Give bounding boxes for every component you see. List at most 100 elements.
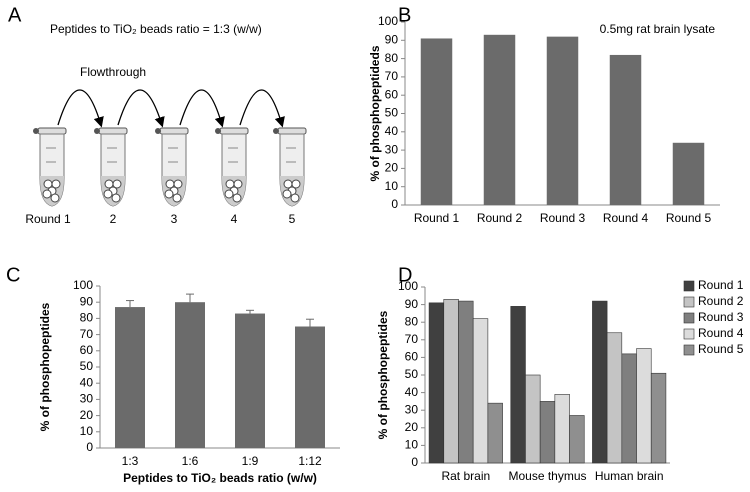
y-tick-label: 90 [80, 294, 94, 308]
bar [175, 302, 205, 448]
tube [154, 127, 189, 207]
y-tick-label: 60 [385, 87, 399, 101]
y-tick-label: 40 [80, 375, 94, 389]
y-tick-label: 40 [385, 124, 399, 138]
bar [636, 348, 652, 464]
bar [510, 306, 526, 464]
legend-label: Round 1 [698, 278, 744, 292]
bar [443, 299, 459, 464]
x-tick-label: Round 2 [477, 211, 523, 225]
y-tick-label: 10 [385, 179, 399, 193]
x-tick-label: Round 4 [603, 211, 649, 225]
bar [472, 318, 489, 464]
bar [539, 401, 556, 464]
tube [32, 127, 67, 207]
y-tick-label: 10 [80, 424, 94, 438]
legend-swatch [683, 312, 695, 324]
y-tick-label: 90 [385, 32, 399, 46]
y-axis-label: % of phosphopeptides [38, 302, 52, 431]
y-tick-label: 80 [385, 51, 399, 65]
legend-swatch [683, 344, 695, 356]
x-axis-label: Peptides to TiO₂ beads ratio (w/w) [123, 471, 317, 485]
panel-label: B [398, 4, 411, 26]
tube [272, 127, 307, 207]
legend-label: Round 4 [698, 326, 744, 340]
bar [235, 313, 265, 448]
panel-label: C [6, 264, 20, 286]
tube [214, 127, 249, 207]
y-tick-label: 10 [405, 438, 419, 452]
tube [93, 127, 128, 207]
bar [458, 300, 474, 464]
annotation: 0.5mg rat brain lysate [600, 22, 716, 36]
bar [569, 415, 585, 464]
bar [483, 34, 516, 206]
y-tick-label: 30 [405, 402, 419, 416]
tube-label: 5 [289, 212, 296, 226]
y-tick-label: 0 [391, 197, 398, 211]
legend-label: Round 2 [698, 294, 744, 308]
x-tick-label: 1:3 [122, 454, 139, 468]
bar [428, 302, 445, 464]
bar [554, 394, 570, 464]
legend-swatch [683, 280, 695, 292]
y-tick-label: 100 [378, 14, 398, 28]
bar [487, 402, 503, 464]
tube-label: Round 1 [25, 212, 71, 226]
y-tick-label: 100 [73, 278, 93, 292]
y-tick-label: 0 [411, 455, 418, 469]
bar [525, 374, 541, 464]
bar [609, 54, 642, 205]
y-tick-label: 70 [385, 69, 399, 83]
tube-label: 3 [171, 212, 178, 226]
y-tick-label: 60 [405, 350, 419, 364]
bar [420, 38, 453, 205]
bar [672, 142, 705, 205]
y-axis-label: % of phosphopeptides [376, 310, 390, 439]
y-tick-label: 60 [80, 343, 94, 357]
y-tick-label: 20 [385, 161, 399, 175]
arrow-label: Flowthrough [80, 65, 146, 79]
bar [115, 307, 145, 448]
y-tick-label: 80 [405, 314, 419, 328]
legend-label: Round 3 [698, 310, 744, 324]
bar [546, 36, 579, 205]
legend-label: Round 5 [698, 342, 744, 356]
y-tick-label: 50 [80, 359, 94, 373]
diagram-title: Peptides to TiO₂ beads ratio = 1:3 (w/w) [50, 22, 262, 36]
y-tick-label: 30 [80, 392, 94, 406]
y-tick-label: 50 [385, 106, 399, 120]
x-tick-label: Rat brain [441, 469, 490, 483]
legend-swatch [683, 328, 695, 340]
panel-label: A [8, 4, 22, 26]
y-axis-label: % of phosphopeptideds [368, 45, 382, 181]
x-tick-label: 1:9 [242, 454, 259, 468]
y-tick-label: 20 [80, 408, 94, 422]
x-tick-label: Mouse thymus [508, 469, 586, 483]
tube-label: 2 [110, 212, 117, 226]
y-tick-label: 30 [385, 142, 399, 156]
x-tick-label: 1:6 [182, 454, 199, 468]
y-tick-label: 40 [405, 385, 419, 399]
y-tick-label: 70 [405, 332, 419, 346]
x-tick-label: Round 1 [414, 211, 460, 225]
y-tick-label: 20 [405, 420, 419, 434]
x-tick-label: Human brain [595, 469, 664, 483]
y-tick-label: 50 [405, 367, 419, 381]
y-tick-label: 80 [80, 311, 94, 325]
y-tick-label: 100 [398, 279, 418, 293]
y-tick-label: 90 [405, 297, 419, 311]
panel-label: D [398, 264, 412, 286]
bar [592, 300, 608, 464]
x-tick-label: Round 3 [540, 211, 586, 225]
y-tick-label: 70 [80, 327, 94, 341]
x-tick-label: Round 5 [666, 211, 712, 225]
arrows [57, 89, 285, 128]
bar [606, 332, 623, 464]
bar [295, 326, 325, 448]
x-tick-label: 1:12 [298, 454, 322, 468]
tube-label: 4 [231, 212, 238, 226]
y-tick-label: 0 [86, 440, 93, 454]
bar [650, 372, 667, 464]
